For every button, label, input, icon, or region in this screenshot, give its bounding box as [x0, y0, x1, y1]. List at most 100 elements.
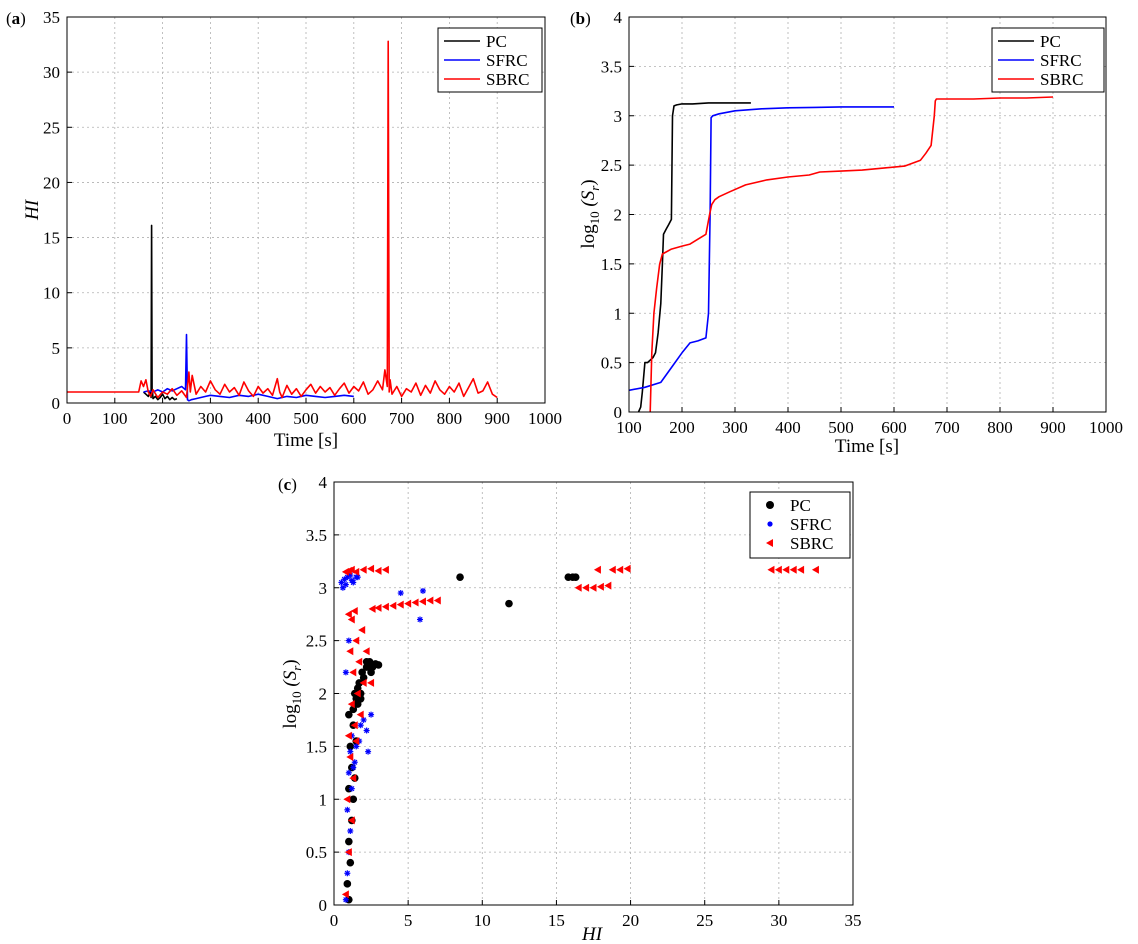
point-sfrc: [397, 590, 404, 597]
point-sfrc: [354, 574, 361, 581]
x-tick-label: 10: [474, 911, 491, 930]
y-tick-label: 3.5: [306, 526, 327, 545]
y-tick-label: 1.5: [601, 255, 622, 274]
x-tick-label: 500: [293, 409, 319, 428]
panel-c-y-axis-label: log10 (Sr): [280, 659, 304, 728]
x-tick-label: 400: [775, 418, 801, 437]
point-sbrc: [350, 721, 358, 730]
y-tick-label: 2.5: [306, 632, 327, 651]
legend-swatch: [766, 501, 774, 509]
panel-c-ylabel-close: ): [280, 659, 301, 665]
point-pc: [346, 742, 355, 751]
panel-b-label: (b): [570, 9, 591, 28]
y-tick-label: 15: [43, 229, 60, 248]
x-tick-label: 700: [389, 409, 415, 428]
point-sfrc: [363, 727, 370, 734]
y-tick-label: 0: [614, 403, 623, 422]
panel-label-open: (: [570, 9, 576, 28]
point-pc: [353, 684, 362, 693]
panel-a-x-ticks: 0 100 200 300 400 500 600 700 800 900 1000: [63, 398, 562, 428]
panel-a-grid: [67, 17, 545, 403]
point-sbrc: [344, 731, 352, 740]
point-sbrc: [381, 565, 389, 574]
panel-label-letter: a: [12, 9, 21, 28]
panel-c-ylabel-arg: (S: [280, 670, 301, 686]
x-tick-label: 30: [770, 911, 787, 930]
point-sbrc: [349, 774, 357, 783]
point-sbrc: [411, 598, 419, 607]
point-sbrc: [362, 647, 370, 656]
point-sfrc: [342, 581, 349, 588]
panel-c-series: [338, 564, 819, 904]
x-tick-label: 200: [669, 418, 695, 437]
legend-label-sbrc: SBRC: [790, 534, 833, 553]
panel-label-close: ): [20, 9, 26, 28]
y-tick-label: 20: [43, 173, 60, 192]
panel-a-label: (a): [6, 9, 26, 28]
panel-c-ylabel-sub: 10: [289, 691, 304, 704]
point-sbrc: [349, 668, 357, 677]
x-tick-label: 25: [696, 911, 713, 930]
point-sbrc: [574, 583, 582, 592]
series-line-pc: [142, 224, 178, 401]
point-sbrc: [352, 737, 360, 746]
point-sfrc: [348, 577, 355, 584]
x-tick-label: 600: [341, 409, 367, 428]
point-sfrc: [357, 722, 364, 729]
series-line-sbrc: [649, 96, 1054, 413]
panel-c-x-ticks: 0 5 10 15 20 25 30 35: [330, 900, 862, 930]
legend-label-sfrc: SFRC: [1040, 51, 1082, 70]
point-sbrc: [347, 816, 355, 825]
panel-label-letter: c: [284, 475, 292, 494]
point-pc: [456, 573, 464, 581]
x-tick-label: 900: [484, 409, 510, 428]
panel-c-x-axis-label: HI: [581, 924, 604, 944]
point-sfrc: [348, 785, 355, 792]
legend-label-pc: PC: [790, 496, 811, 515]
panel-c-scatter-chart: (c) 0 5 10 15 20 25 30 35 00.511.522.533.54 HI …: [278, 473, 862, 944]
panel-a-y-ticks: 0 5 10 15 20 25 30 35: [43, 8, 72, 413]
point-sbrc: [341, 890, 349, 899]
y-tick-label: 1: [614, 304, 623, 323]
point-sbrc: [367, 564, 375, 573]
point-sfrc: [342, 896, 349, 903]
point-pc: [345, 710, 353, 719]
point-sbrc: [356, 710, 364, 719]
point-sfrc: [338, 579, 345, 586]
point-sbrc: [344, 848, 352, 857]
panel-b-x-ticks: 100 200 300 400 500 600 700 800 900 1000: [616, 407, 1123, 437]
legend-swatch: [766, 539, 773, 547]
point-sbrc: [374, 566, 382, 575]
point-sfrc: [341, 576, 348, 583]
x-tick-label: 900: [1040, 418, 1066, 437]
x-tick-label: 800: [987, 418, 1013, 437]
point-pc: [349, 795, 358, 804]
series-line-pc: [637, 102, 751, 413]
point-sbrc: [616, 565, 624, 574]
point-sbrc: [404, 599, 412, 608]
series-line-sbrc: [67, 40, 498, 399]
x-tick-label: 35: [845, 911, 862, 930]
point-sbrc: [426, 596, 434, 605]
point-sbrc: [358, 626, 366, 635]
point-sbrc: [353, 689, 361, 698]
point-sbrc: [343, 795, 351, 804]
y-tick-label: 4: [614, 8, 623, 27]
point-sbrc: [350, 607, 358, 616]
point-sbrc: [355, 657, 363, 666]
panel-b-ylabel-arg-sub: r: [587, 185, 602, 191]
point-sfrc: [353, 743, 360, 750]
point-sbrc: [367, 678, 375, 687]
point-pc: [367, 668, 375, 677]
x-tick-label: 1000: [528, 409, 562, 428]
panel-b-y-axis-label: log10 (Sr): [578, 179, 602, 248]
point-sbrc: [582, 583, 590, 592]
y-tick-label: 35: [43, 8, 60, 27]
point-pc: [343, 880, 352, 888]
panel-b-ylabel-close: ): [578, 179, 599, 185]
point-sbrc: [593, 565, 601, 574]
point-sfrc: [344, 870, 351, 877]
point-sbrc: [623, 564, 631, 573]
